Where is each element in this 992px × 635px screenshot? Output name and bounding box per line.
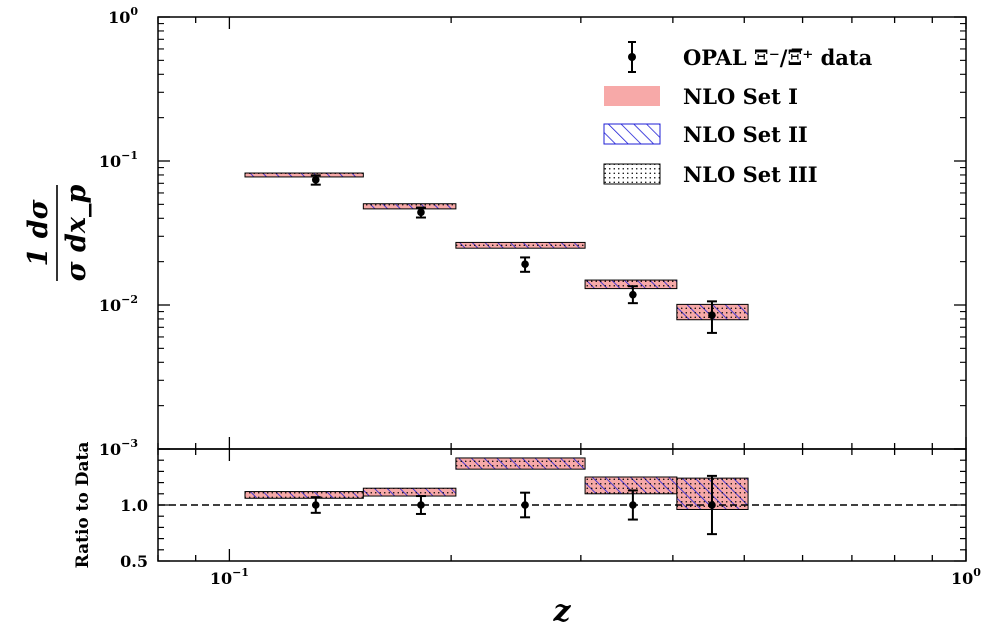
legend-swatch: [604, 86, 660, 106]
data-marker: [417, 501, 425, 509]
y-tick-label: 10−1: [99, 149, 138, 171]
nlo-set-3-band: [362, 487, 457, 497]
legend-label: NLO Set III: [683, 162, 818, 187]
top-data-point: [627, 285, 638, 305]
legend-swatch: [603, 123, 661, 145]
nlo-set-3-band: [244, 172, 364, 178]
y-tick-label: 10−3: [99, 437, 138, 459]
legend-entry: NLO Set I: [604, 84, 798, 109]
nlo-set-3-band: [455, 241, 586, 249]
ratio-nlo-band: [455, 457, 586, 470]
top-panel-frame: [157, 16, 967, 450]
top-data-point: [706, 300, 717, 334]
data-marker: [311, 176, 320, 184]
svg-text:1 dσ: 1 dσ: [23, 199, 54, 266]
y-tick-label: 10−2: [99, 293, 138, 315]
ratio-y-axis-label: Ratio to Data: [73, 442, 93, 569]
legend-label: NLO Set I: [683, 84, 798, 109]
nlo-set-3-band: [362, 203, 457, 210]
x-tick-label: 10−1: [210, 566, 249, 588]
axes: 10−1 100 100 10−1 10−2 10−3 1.0 0.5: [99, 5, 981, 588]
legend-entry: OPAL Ξ⁻/Ξ̅⁺ data: [628, 41, 873, 73]
data-marker: [417, 208, 425, 217]
top-y-axis-label: 1 dσ σ dx_p: [23, 185, 92, 282]
ratio-tick-label: 0.5: [120, 552, 148, 571]
top-nlo-band: [584, 279, 678, 290]
data-marker: [629, 290, 637, 299]
nlo-set-3-band: [584, 279, 678, 290]
x-tick-label: 100: [951, 566, 981, 588]
data-marker: [708, 311, 716, 319]
ratio-tick-label: 1.0: [120, 496, 148, 515]
legend: OPAL Ξ⁻/Ξ̅⁺ data NLO Set I NLO Set II NLO S…: [603, 41, 873, 187]
x-axis-label: z: [552, 594, 571, 629]
nlo-set-3-band: [244, 491, 364, 499]
ratio-nlo-band: [244, 491, 364, 499]
top-data-point: [520, 256, 531, 273]
top-nlo-band: [244, 172, 364, 178]
legend-label: NLO Set II: [683, 122, 808, 147]
ratio-data-point: [415, 495, 426, 515]
data-marker: [521, 260, 529, 269]
nlo-set-3-band: [455, 457, 586, 470]
legend-marker: [628, 53, 636, 61]
legend-entry: NLO Set II: [603, 122, 808, 147]
legend-swatch: [603, 163, 661, 185]
top-data-point: [415, 206, 426, 219]
top-nlo-band: [455, 241, 586, 249]
ratio-nlo-band: [584, 476, 678, 495]
ratio-nlo-band: [362, 487, 457, 497]
y-tick-label: 100: [108, 5, 138, 27]
svg-text:σ dx_p: σ dx_p: [61, 185, 92, 282]
nlo-bands: [244, 172, 749, 510]
top-nlo-band: [362, 203, 457, 210]
legend-entry: NLO Set III: [603, 162, 818, 187]
legend-label: OPAL Ξ⁻/Ξ̅⁺ data: [683, 45, 873, 70]
top-data-point: [310, 174, 321, 186]
